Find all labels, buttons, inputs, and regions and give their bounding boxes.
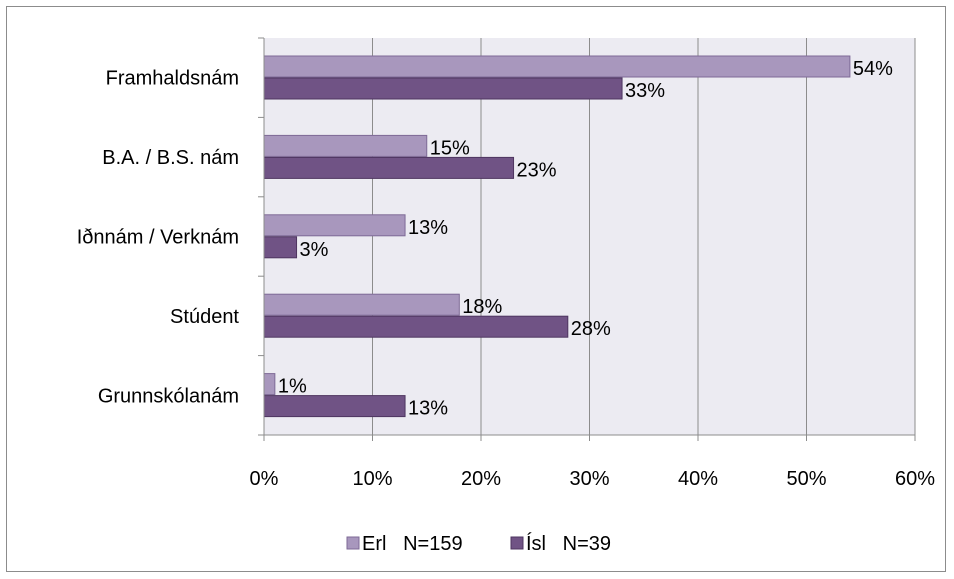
data-label-isl-3: 28%	[571, 318, 611, 340]
x-tick-label-0: 0%	[250, 468, 279, 490]
legend-swatch-erl	[346, 536, 360, 550]
labels: 54% 33% Framhaldsnám 15% 23% B.A. / B.S. nám 1…	[77, 58, 936, 490]
legend-label-isl: Ísl N=39	[526, 532, 611, 555]
category-label-0: Framhaldsnám	[106, 68, 239, 90]
bars	[263, 55, 851, 418]
bar-erl-2	[263, 214, 406, 237]
data-label-erl-2: 13%	[408, 217, 448, 239]
data-label-erl-0: 54%	[853, 58, 893, 80]
x-tick-label-60: 60%	[895, 468, 935, 490]
category-label-1: B.A. / B.S. nám	[102, 147, 239, 169]
bar-isl-1	[263, 156, 515, 179]
legend-swatch-isl	[510, 536, 524, 550]
data-label-isl-0: 33%	[625, 80, 665, 102]
data-label-erl-3: 18%	[462, 296, 502, 318]
data-label-isl-1: 23%	[517, 159, 557, 181]
bar-erl-4	[263, 373, 276, 396]
axes	[258, 37, 916, 441]
category-label-2: Iðnnám / Verknám	[77, 227, 239, 249]
bar-erl-1	[263, 134, 428, 157]
bar-isl-4	[263, 395, 406, 418]
category-label-3: Stúdent	[170, 306, 239, 328]
data-label-erl-4: 1%	[278, 376, 307, 398]
x-tick-label-50: 50%	[786, 468, 826, 490]
x-tick-label-30: 30%	[569, 468, 609, 490]
bar-isl-3	[263, 315, 569, 338]
x-tick-label-40: 40%	[678, 468, 718, 490]
bar-isl-2	[263, 236, 298, 259]
legend: Erl N=159 Ísl N=39	[346, 532, 611, 555]
bar-isl-0	[263, 77, 623, 100]
data-label-erl-1: 15%	[430, 137, 470, 159]
legend-label-erl: Erl N=159	[362, 533, 463, 555]
data-label-isl-4: 13%	[408, 398, 448, 420]
data-label-isl-2: 3%	[300, 239, 329, 261]
gridlines	[372, 38, 916, 435]
x-tick-label-20: 20%	[461, 468, 501, 490]
bar-erl-0	[263, 55, 851, 78]
x-tick-label-10: 10%	[352, 468, 392, 490]
bar-erl-3	[263, 293, 460, 316]
category-label-4: Grunnskólanám	[98, 385, 239, 407]
